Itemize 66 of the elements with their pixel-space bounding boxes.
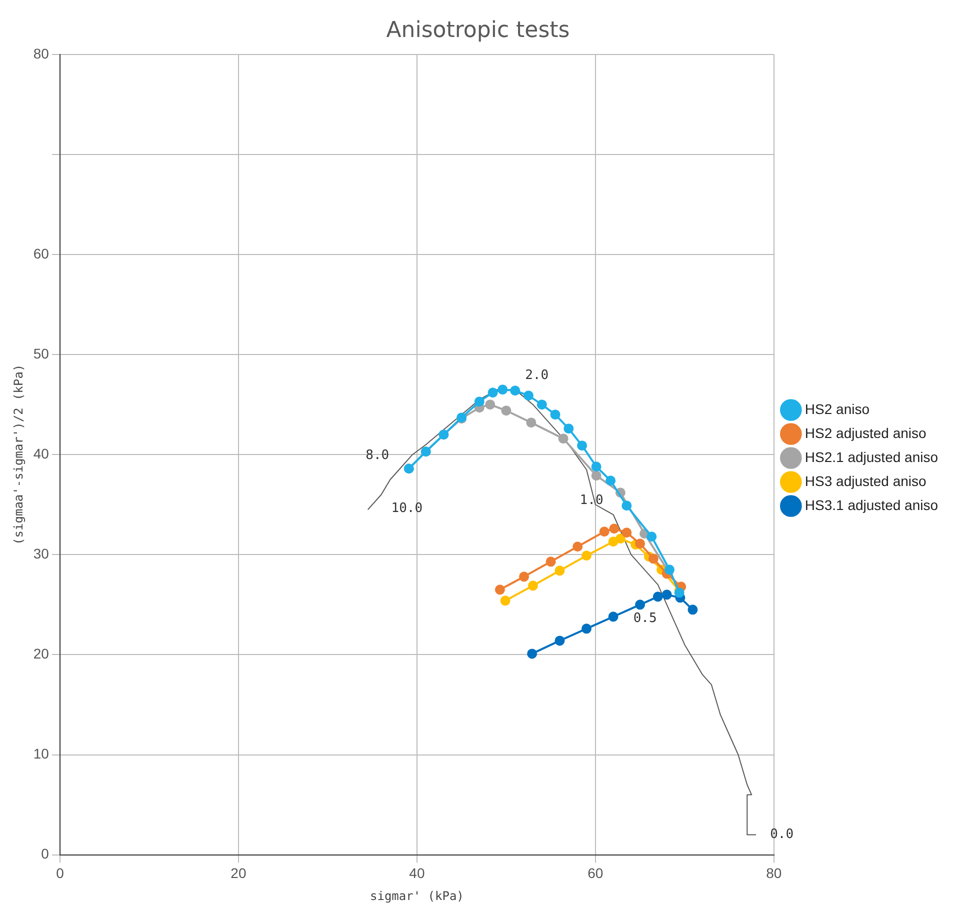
point	[527, 648, 538, 659]
point	[615, 534, 626, 544]
chart-title: Anisotropic tests	[386, 18, 570, 43]
legend-label: HS2.1 adjusted aniso	[804, 448, 938, 465]
point	[622, 500, 632, 511]
point	[550, 410, 560, 420]
point	[564, 424, 574, 434]
legend-label: HS3.1 adjusted aniso	[804, 496, 938, 513]
point	[501, 406, 512, 416]
point	[554, 566, 565, 576]
point	[652, 592, 663, 602]
legend-label: HS2 aniso	[804, 400, 870, 417]
point	[662, 590, 672, 600]
x-axis-title: sigmar' (kPa)	[370, 888, 464, 903]
annotation: 2.0	[525, 368, 549, 383]
y-tick-label: 80	[33, 45, 50, 62]
x-tick-label: 80	[766, 865, 782, 882]
annotation: 0.0	[770, 827, 794, 842]
point	[608, 612, 618, 622]
point	[546, 556, 556, 567]
annotation: 10.0	[391, 500, 423, 516]
point	[646, 532, 657, 542]
y-tick-label: 40	[33, 445, 50, 462]
point	[622, 528, 632, 538]
point	[688, 604, 698, 615]
x-tick-label: 20	[230, 865, 246, 882]
point	[648, 554, 658, 564]
point	[500, 596, 510, 606]
point	[498, 384, 508, 395]
point	[536, 400, 547, 410]
y-tick-label: 60	[33, 245, 50, 262]
point	[558, 434, 568, 444]
x-tick-label: 40	[409, 865, 425, 882]
point	[474, 396, 484, 407]
y-tick-label: 30	[33, 546, 50, 562]
x-tick-label: 60	[588, 865, 604, 882]
point	[572, 542, 583, 552]
legend-label: HS3 adjusted aniso	[804, 472, 927, 489]
annotation: 8.0	[366, 448, 390, 463]
y-tick-label: 20	[33, 646, 50, 662]
y-axis-title: (sigmaa'-sigmar')/2 (kPa)	[11, 364, 26, 545]
point	[599, 526, 610, 537]
point	[635, 600, 646, 610]
x-tick-label: 0	[56, 865, 64, 882]
legend-label: HS2 adjusted aniso	[804, 424, 927, 441]
point	[577, 440, 588, 451]
point	[582, 624, 592, 634]
point	[485, 400, 496, 410]
y-tick-label: 0	[41, 846, 50, 862]
y-tick-label: 50	[33, 345, 50, 362]
point	[635, 538, 646, 549]
point	[554, 636, 565, 646]
point	[526, 418, 536, 428]
y-tick-label: 10	[33, 746, 50, 762]
point	[528, 580, 538, 591]
point	[523, 390, 534, 401]
point	[582, 550, 592, 561]
point	[510, 386, 520, 396]
point	[591, 462, 602, 472]
point	[591, 470, 602, 481]
point	[606, 476, 616, 486]
point	[488, 388, 498, 398]
point	[494, 584, 505, 595]
point	[519, 572, 530, 582]
point	[609, 524, 620, 534]
annotation: 0.5	[633, 611, 657, 626]
